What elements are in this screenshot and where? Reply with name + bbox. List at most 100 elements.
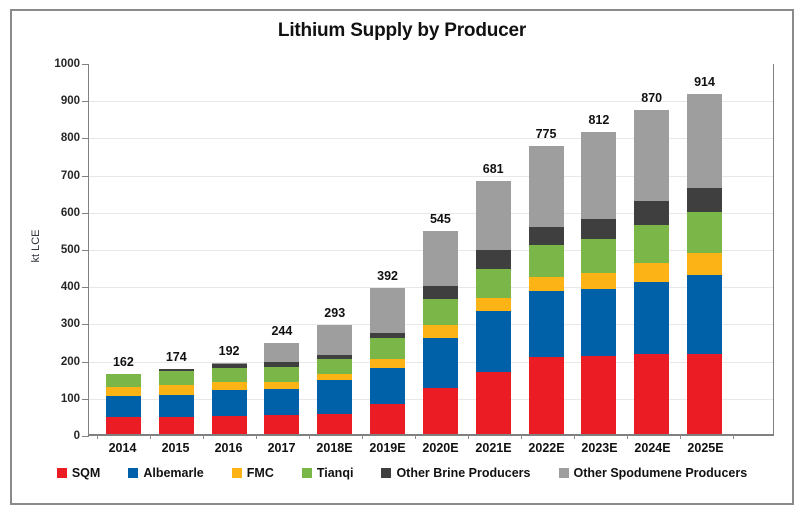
bar-segment-other-spodumene-producers-2017 — [264, 343, 300, 363]
bar-segment-other-brine-producers-2025e — [687, 188, 723, 212]
y-tick-mark-200 — [82, 361, 89, 363]
legend-label-other-spodumene-producers: Other Spodumene Producers — [573, 466, 748, 480]
x-tick-mark-12 — [733, 434, 734, 439]
bar-stack-2020e — [422, 231, 458, 434]
bar-segment-fmc-2023e — [581, 272, 617, 290]
legend-item-tianqi: Tianqi — [301, 466, 354, 480]
bar-segment-albemarle-2021e — [475, 311, 511, 372]
bar-segment-fmc-2024e — [634, 262, 670, 282]
bar-total-label-2020e: 545 — [429, 212, 451, 227]
y-tick-label-1000: 1000 — [54, 58, 80, 70]
bar-slot-2025e: 914 — [678, 64, 731, 434]
bar-segment-fmc-2025e — [687, 253, 723, 276]
legend-label-tianqi: Tianqi — [316, 466, 354, 480]
x-axis-label-2023e: 2023E — [581, 441, 618, 455]
y-tick-mark-1000 — [82, 64, 89, 65]
y-tick-label-400: 400 — [60, 281, 80, 294]
gridline-900 — [89, 101, 773, 103]
legend-item-fmc: FMC — [231, 466, 274, 480]
y-tick-mark-400 — [82, 287, 89, 289]
legend-label-other-brine-producers: Other Brine Producers — [396, 466, 531, 480]
bar-slot-2022e: 775 — [520, 64, 573, 434]
y-tick-label-600: 600 — [60, 206, 80, 219]
bar-segment-fmc-2020e — [422, 325, 458, 339]
bar-stack-2016 — [211, 362, 247, 434]
y-tick-label-200: 200 — [60, 355, 80, 368]
legend: SQM Albemarle FMC Tianqi Other Brine Produce… — [0, 466, 804, 480]
bar-slot-2018e: 293 — [308, 64, 361, 434]
bar-segment-tianqi-2018e — [317, 359, 353, 375]
bar-segment-sqm-2019e — [370, 403, 406, 434]
bar-total-label-2023e: 812 — [588, 112, 610, 127]
bar-slot-2021e: 681 — [467, 64, 520, 434]
bar-segment-albemarle-2018e — [317, 380, 353, 415]
bar-segment-other-brine-producers-2023e — [581, 219, 617, 239]
bar-segment-other-spodumene-producers-2020e — [422, 231, 458, 286]
bar-segment-sqm-2021e — [475, 371, 511, 434]
bar-segment-sqm-2020e — [422, 387, 458, 434]
bar-segment-albemarle-2023e — [581, 289, 617, 356]
y-tick-label-500: 500 — [60, 244, 80, 256]
bar-segment-other-brine-producers-2016 — [211, 364, 247, 368]
bar-slot-2023e: 812 — [572, 64, 625, 434]
bar-segment-sqm-2025e — [687, 353, 723, 434]
bar-segment-albemarle-2017 — [264, 389, 300, 415]
bar-slot-2017: 244 — [255, 64, 308, 434]
x-axis-label-2016: 2016 — [214, 441, 243, 455]
bar-segment-other-spodumene-producers-2024e — [634, 110, 670, 202]
bar-segment-other-spodumene-producers-2018e — [317, 325, 353, 356]
bar-segment-tianqi-2016 — [211, 367, 247, 382]
x-tick-mark-3 — [256, 434, 257, 439]
bar-segment-fmc-2022e — [528, 277, 564, 292]
gridline-800 — [89, 138, 773, 140]
bar-segment-tianqi-2024e — [634, 225, 670, 263]
x-tick-mark-4 — [309, 434, 310, 439]
bar-segment-tianqi-2014 — [105, 373, 141, 388]
bar-total-label-2021e: 681 — [482, 161, 504, 176]
bar-total-label-2024e: 870 — [641, 91, 663, 106]
y-tick-label-900: 900 — [60, 95, 80, 108]
bar-segment-other-spodumene-producers-2022e — [528, 145, 564, 228]
bar-segment-sqm-2024e — [634, 353, 670, 434]
bar-segment-other-brine-producers-2022e — [528, 227, 564, 246]
x-axis-label-2019e: 2019E — [369, 441, 406, 455]
bar-total-label-2014: 162 — [112, 354, 134, 369]
gridline-600 — [89, 212, 773, 214]
bar-total-label-2016: 192 — [218, 343, 240, 358]
legend-item-other-spodumene-producers: Other Spodumene Producers — [558, 466, 748, 480]
bar-segment-other-brine-producers-2024e — [634, 201, 670, 226]
x-tick-mark-5 — [362, 434, 363, 439]
x-tick-mark-7 — [468, 434, 469, 439]
y-tick-mark-300 — [82, 324, 89, 326]
y-tick-label-100: 100 — [60, 392, 80, 405]
bar-segment-tianqi-2020e — [422, 298, 458, 326]
bar-total-label-2015: 174 — [165, 350, 187, 365]
bar-stack-2023e — [581, 131, 617, 434]
bar-segment-other-spodumene-producers-2016 — [211, 362, 247, 365]
y-tick-mark-700 — [82, 175, 89, 177]
y-tick-label-700: 700 — [60, 169, 80, 182]
y-tick-mark-0 — [82, 436, 89, 437]
bar-stack-2015 — [158, 369, 194, 434]
legend-swatch-other-spodumene-producers — [558, 468, 569, 478]
bar-segment-sqm-2022e — [528, 356, 564, 434]
gridline-700 — [89, 175, 773, 177]
bar-segment-other-spodumene-producers-2025e — [687, 94, 723, 189]
legend-item-albemarle: Albemarle — [128, 466, 204, 480]
y-tick-mark-500 — [82, 250, 89, 251]
bar-slot-2016: 192 — [203, 64, 256, 434]
bar-segment-fmc-2016 — [211, 381, 247, 391]
bar-segment-sqm-2017 — [264, 414, 300, 434]
bar-stack-2018e — [317, 325, 353, 434]
bar-segment-albemarle-2024e — [634, 281, 670, 354]
bar-segment-other-brine-producers-2019e — [370, 332, 406, 339]
x-axis-label-2021e: 2021E — [475, 441, 512, 455]
x-tick-mark-11 — [680, 434, 681, 439]
legend-item-sqm: SQM — [56, 466, 100, 480]
bar-segment-sqm-2023e — [581, 355, 617, 434]
legend-item-other-brine-producers: Other Brine Producers — [381, 466, 531, 480]
legend-label-fmc: FMC — [246, 466, 274, 480]
bar-total-label-2022e: 775 — [535, 126, 557, 141]
x-tick-mark-0 — [97, 434, 98, 439]
